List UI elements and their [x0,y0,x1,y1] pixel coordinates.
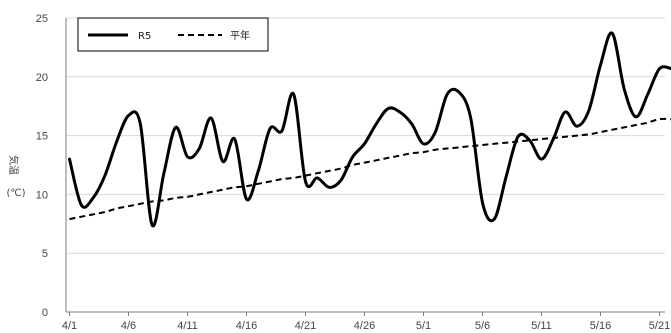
x-tick-label: 4/26 [354,320,375,332]
x-tick-label: 5/11 [531,320,552,332]
x-tick-label: 5/6 [475,320,490,332]
legend-label-normal: 平年 [230,29,250,42]
y-tick-label: 10 [36,189,48,201]
y-tick-label: 20 [36,72,48,84]
y-tick-label: 5 [42,248,48,260]
y-axis-unit: (℃) [6,188,25,199]
legend: R5 平年 [77,17,269,52]
x-tick-label: 5/1 [416,320,431,332]
y-axis-label: 気温 (℃) [6,155,25,199]
x-tick-label: 5/16 [590,320,611,332]
x-tick-label: 4/1 [62,320,77,332]
y-axis-label-text: 気温 [7,155,20,175]
series-lines [68,31,671,228]
x-tick-labels: 4/1 4/6 4/11 4/16 4/21 4/26 5/1 5/6 5/11 5/16 5/21 [62,312,670,332]
series-line-r5 [68,31,671,228]
y-tick-label: 25 [36,13,48,25]
y-tick-label: 15 [36,131,48,143]
axes [65,18,665,313]
x-tick-label: 4/6 [121,320,136,332]
x-tick-label: 4/16 [236,320,257,332]
y-tick-labels: 0 5 10 15 20 25 [36,13,48,319]
x-tick-label: 4/21 [295,320,316,332]
y-tick-label: 0 [42,307,48,319]
x-tick-label: 5/21 [649,320,670,332]
legend-label-r5: R5 [138,31,151,42]
series-line-normal [69,117,671,221]
x-tick-label: 4/11 [177,320,198,332]
